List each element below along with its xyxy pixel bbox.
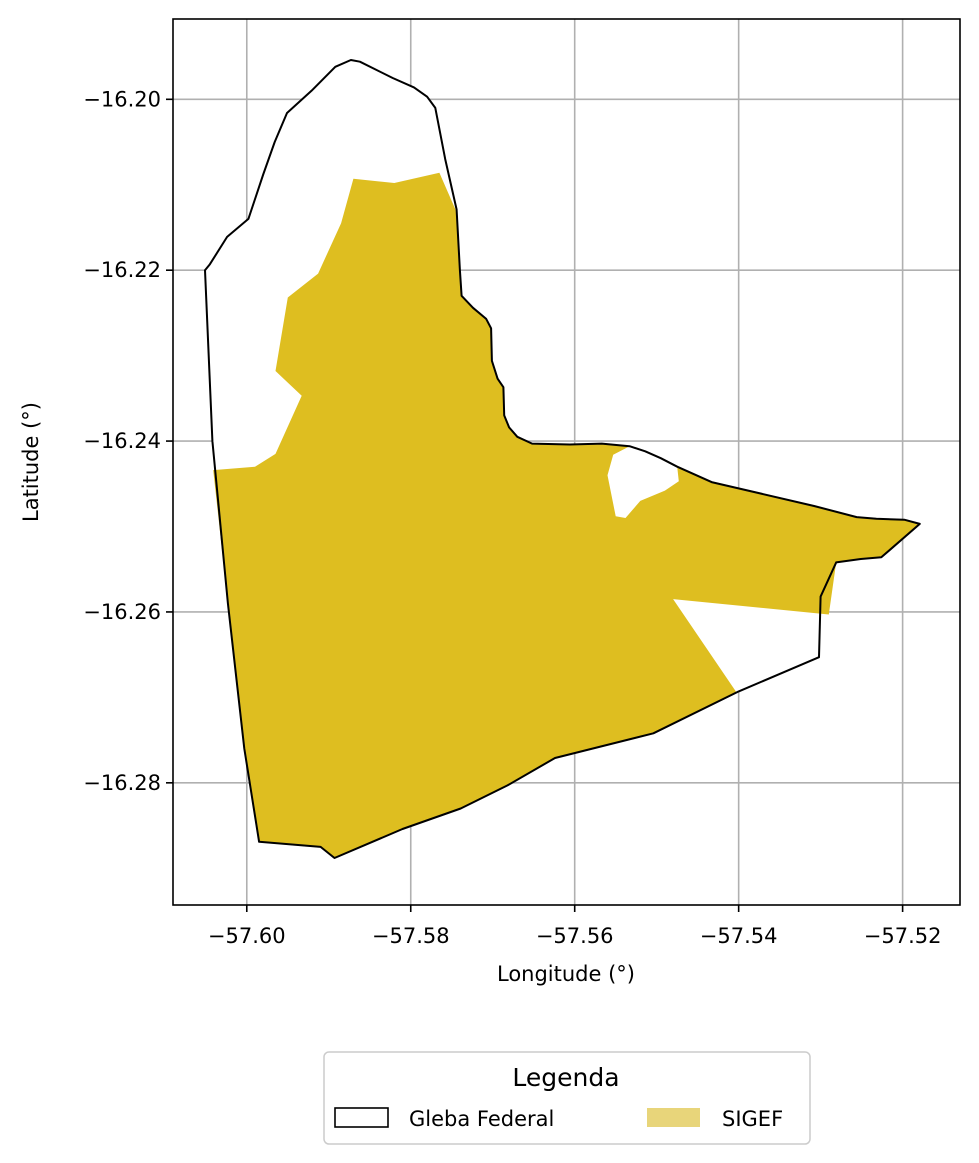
x-tick-label: −57.52 <box>864 924 942 948</box>
y-axis-label: Latitude (°) <box>19 402 43 522</box>
axis-ticks: −57.60 −57.58 −57.56 −57.54 −57.52 −16.20 −16.… <box>83 87 941 948</box>
legend: Legenda Gleba Federal SIGEF <box>323 1051 811 1145</box>
y-tick-label: −16.24 <box>83 429 161 453</box>
legend-label-gleba-federal: Gleba Federal <box>409 1107 554 1131</box>
map-layers <box>204 59 921 859</box>
gleba-federal-outline <box>204 59 921 859</box>
y-tick-label: −16.28 <box>83 771 161 795</box>
legend-swatch-gleba-federal <box>334 1107 389 1128</box>
legend-label-sigef: SIGEF <box>722 1107 783 1131</box>
x-tick-label: −57.56 <box>536 924 614 948</box>
plot-frame <box>172 18 961 906</box>
legend-swatch-sigef <box>647 1108 700 1127</box>
sigef-parcel <box>213 172 920 859</box>
x-tick-label: −57.60 <box>208 924 286 948</box>
y-tick-label: −16.20 <box>83 87 161 111</box>
legend-title: Legenda <box>512 1063 619 1092</box>
y-tick-label: −16.22 <box>83 258 161 282</box>
y-tick-label: −16.26 <box>83 600 161 624</box>
x-axis-label: Longitude (°) <box>497 962 635 986</box>
x-tick-label: −57.58 <box>372 924 450 948</box>
x-tick-label: −57.54 <box>700 924 778 948</box>
